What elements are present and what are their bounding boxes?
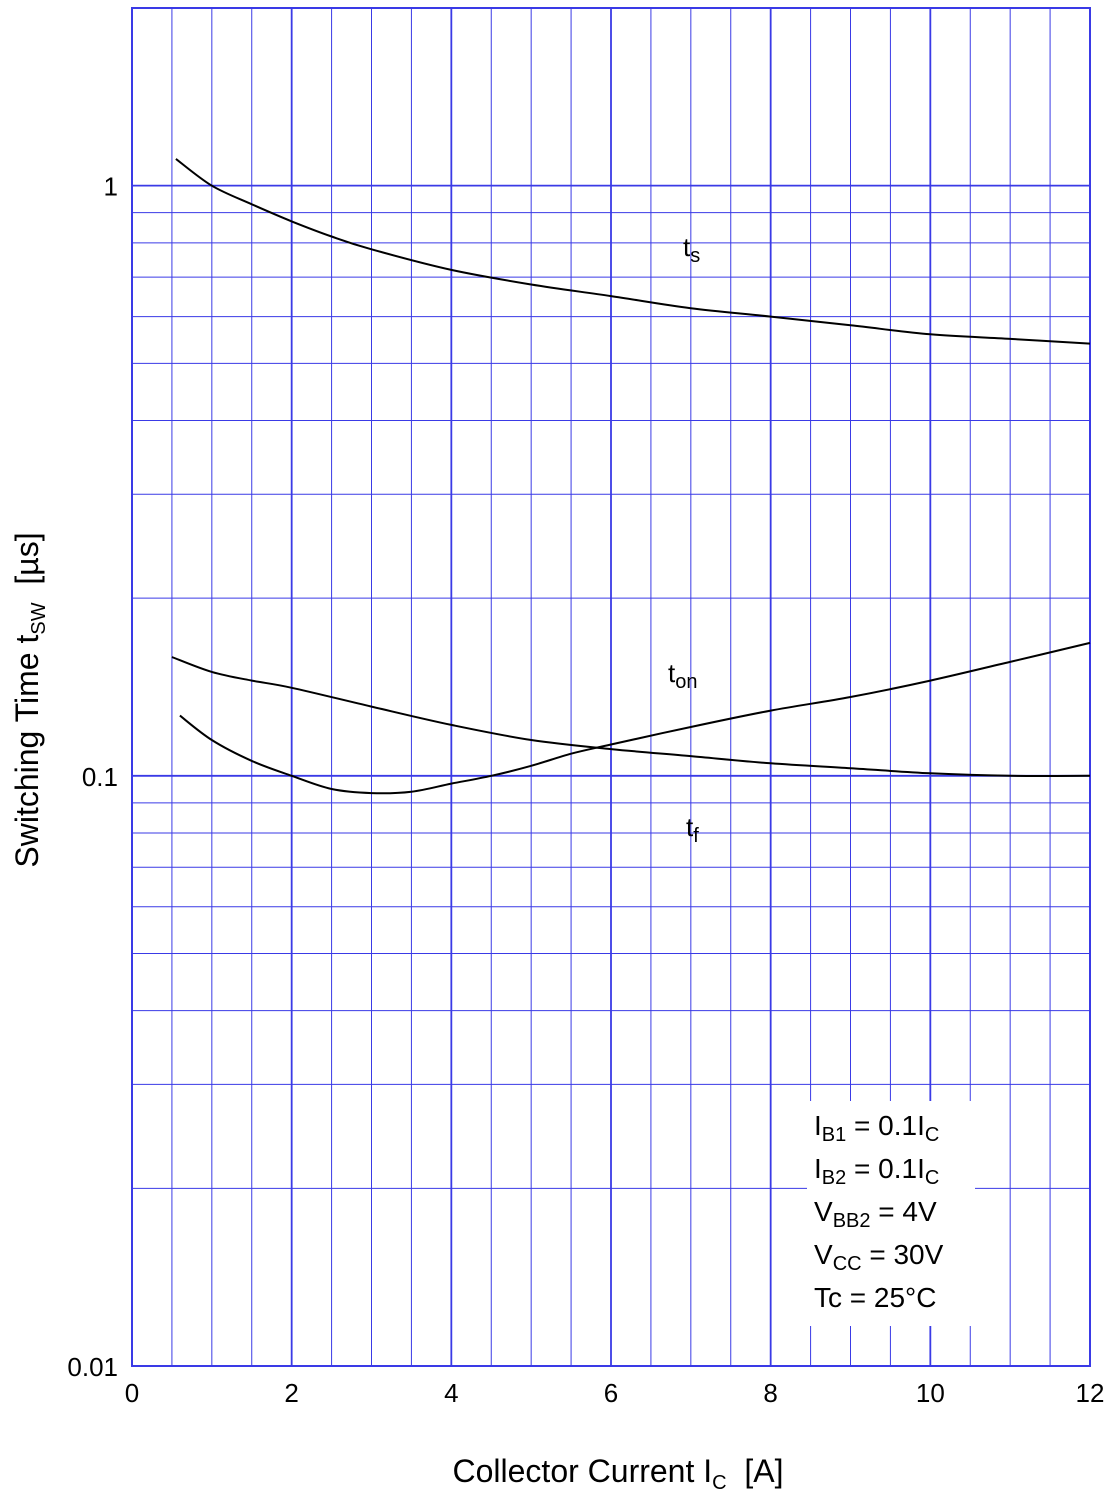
x-tick-label: 8 bbox=[763, 1378, 777, 1408]
x-tick-label: 2 bbox=[284, 1378, 298, 1408]
x-axis-label: Collector Current IC [A] bbox=[453, 1453, 784, 1494]
x-tick-label: 10 bbox=[916, 1378, 945, 1408]
y-tick-label: 0.1 bbox=[82, 762, 118, 792]
condition-vbb2: VBB2 = 4V bbox=[814, 1196, 937, 1232]
y-tick-label: 0.01 bbox=[67, 1352, 118, 1382]
x-tick-label: 0 bbox=[125, 1378, 139, 1408]
x-tick-label: 6 bbox=[604, 1378, 618, 1408]
x-tick-label: 4 bbox=[444, 1378, 458, 1408]
series-line-ts bbox=[175, 158, 1091, 345]
label-tf: tf bbox=[686, 812, 699, 847]
label-ton: ton bbox=[668, 658, 697, 693]
condition-tc: Tc = 25°C bbox=[814, 1282, 936, 1313]
conditions-box bbox=[807, 1101, 975, 1326]
plot-frame bbox=[131, 7, 1091, 1367]
series-line-tf bbox=[179, 641, 1091, 795]
condition-vcc: VCC = 30V bbox=[814, 1239, 944, 1275]
series-line-ton bbox=[171, 656, 1091, 778]
y-tick-label: 1 bbox=[104, 172, 118, 202]
tick-labels: 0 2 4 6 8 10 12 0.01 0.1 1 bbox=[67, 172, 1104, 1408]
y-axis-label: Switching Time tSW [µs] bbox=[9, 532, 50, 867]
series-curves bbox=[171, 158, 1091, 795]
condition-ib2: IB2 = 0.1IC bbox=[814, 1153, 939, 1189]
label-ts: ts bbox=[683, 232, 700, 267]
condition-ib1: IB1 = 0.1IC bbox=[814, 1110, 939, 1146]
x-tick-label: 12 bbox=[1076, 1378, 1105, 1408]
